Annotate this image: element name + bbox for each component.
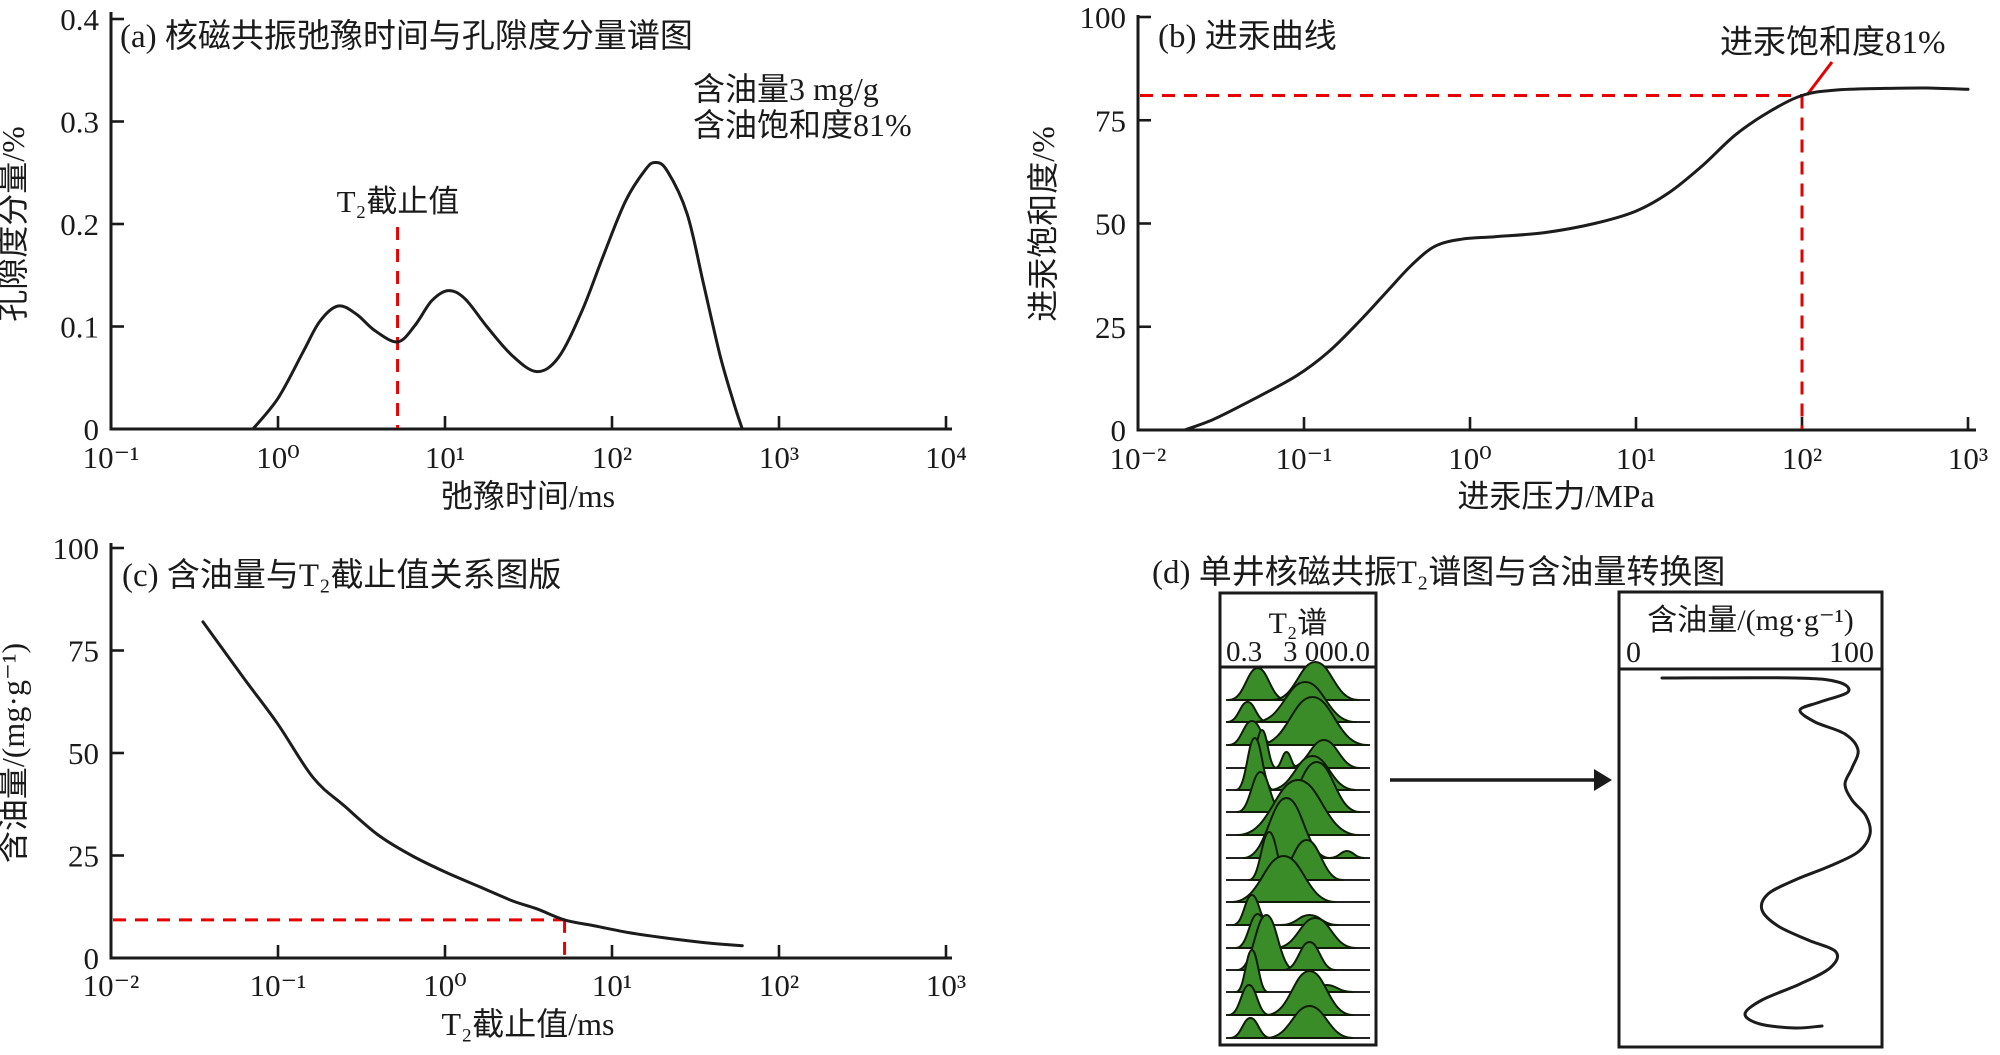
- x-tick-label: 10⁰: [256, 440, 299, 475]
- y-tick-label: 0: [84, 412, 100, 447]
- data-curve-c: [201, 620, 744, 948]
- oil-track-header: 含油量/(mg·g⁻¹): [1647, 604, 1853, 637]
- x-tick-label: 10⁻¹: [83, 440, 140, 475]
- panel-b: 10⁻² 10⁻¹ 10⁰ 10¹ 10² 10³ 0 25 50 75 100 进汞压力/MPa 进汞…: [1025, 0, 1988, 514]
- spectrum-hump: [1229, 1017, 1272, 1039]
- x-tick-label: 10¹: [425, 440, 465, 475]
- annotation-callout-line: [1805, 61, 1834, 96]
- panel-title: (b) 进汞曲线: [1158, 18, 1337, 55]
- t2-scale-min: 0.3: [1226, 636, 1262, 668]
- panel-title: (c) 含油量与T₂截止值关系图版: [122, 557, 562, 594]
- x-tick-label: 10³: [926, 968, 966, 1003]
- panel-c: 10⁻² 10⁻¹ 10⁰ 10¹ 10² 10³ 0 25 50 75 100 T₂截止值/ms 含油…: [0, 531, 966, 1042]
- y-tick-label: 0: [84, 941, 100, 976]
- y-tick-label: 0.1: [60, 310, 99, 345]
- panel-c-oil-content-cutoff-chart: 10⁻² 10⁻¹ 10⁰ 10¹ 10² 10³ 0 25 50 75 100 T₂截止值/ms 含油…: [0, 531, 966, 1042]
- data-curve-a: [251, 160, 744, 431]
- panel-a: 10⁻¹ 10⁰ 10¹ 10² 10³ 10⁴ 0 0.1 0.2 0.3 0.4 弛豫时间/ms 孔…: [0, 2, 967, 514]
- x-tick-label: 10⁻¹: [250, 968, 307, 1003]
- y-tick-label: 0.3: [60, 105, 99, 140]
- x-tick-label: 10⁻²: [1110, 441, 1167, 476]
- spectrum-hump: [1256, 696, 1369, 746]
- oil-scale-min: 0: [1626, 636, 1641, 669]
- x-tick-label: 10⁰: [423, 968, 466, 1003]
- t2-cutoff-label: T₂截止值: [337, 184, 460, 219]
- panel-title: (a) 核磁共振弛豫时间与孔隙度分量谱图: [120, 18, 693, 55]
- x-tick-label: 10³: [759, 440, 799, 475]
- mercury-saturation-annotation: 进汞饱和度81%: [1720, 24, 1946, 61]
- x-axis-label: T₂截止值/ms: [442, 1006, 615, 1042]
- oil-content-note: 含油量3 mg/g: [693, 71, 879, 107]
- data-curve-b: [1183, 86, 1970, 432]
- y-tick-label: 75: [68, 634, 99, 669]
- y-tick-label: 0: [1111, 413, 1127, 448]
- y-tick-label: 50: [1095, 207, 1126, 242]
- x-axis-label: 进汞压力/MPa: [1457, 478, 1654, 514]
- y-tick-label: 100: [53, 531, 100, 566]
- x-tick-label: 10⁻²: [83, 968, 140, 1003]
- spectrum-hump: [1236, 779, 1360, 836]
- t2-scale-max: 3 000.0: [1283, 636, 1370, 668]
- conversion-arrow-head: [1594, 769, 1612, 791]
- spectrum-hump: [1230, 855, 1337, 903]
- oil-saturation-note: 含油饱和度81%: [693, 107, 912, 143]
- panel-a-nmr-spectrum-chart: 10⁻¹ 10⁰ 10¹ 10² 10³ 10⁴ 0 0.1 0.2 0.3 0.4 弛豫时间/ms 孔…: [0, 2, 967, 514]
- spectrum-hump: [1273, 917, 1357, 949]
- spectrum-hump: [1265, 1005, 1354, 1039]
- axes: [1136, 15, 1976, 432]
- oil-content-log-curve: [1660, 676, 1872, 1030]
- y-tick-label: 75: [1095, 103, 1126, 138]
- x-tick-label: 10²: [592, 440, 632, 475]
- t2-spectrum-row: [1226, 1005, 1370, 1039]
- y-axis-label: 进汞饱和度/%: [1025, 126, 1061, 322]
- x-tick-label: 10¹: [1616, 441, 1656, 476]
- y-axis-label: 孔隙度分量/%: [0, 126, 31, 322]
- spectrum-hump: [1227, 667, 1288, 701]
- x-tick-label: 10⁰: [1448, 441, 1491, 476]
- t2-track-header: T₂谱: [1269, 607, 1328, 640]
- x-tick-label: 10⁻¹: [1276, 441, 1333, 476]
- x-tick-label: 10¹: [592, 968, 632, 1003]
- oil-scale-max: 100: [1829, 636, 1874, 669]
- y-tick-label: 25: [68, 839, 99, 874]
- x-tick-label: 10³: [1948, 441, 1988, 476]
- y-tick-label: 50: [68, 736, 99, 771]
- y-tick-label: 25: [1095, 310, 1126, 345]
- axes: [109, 543, 952, 960]
- spectrum-hump: [1235, 949, 1269, 993]
- y-tick-label: 0.4: [60, 2, 99, 37]
- x-tick-label: 10²: [759, 968, 799, 1003]
- spectrum-hump: [1282, 941, 1337, 971]
- spectrum-hump: [1328, 850, 1366, 859]
- y-axis-label: 含油量/(mg·g⁻¹): [0, 643, 31, 863]
- x-axis-label: 弛豫时间/ms: [441, 478, 615, 514]
- spectrum-hump: [1265, 970, 1354, 1016]
- x-tick-label: 10²: [1782, 441, 1822, 476]
- y-tick-label: 100: [1080, 0, 1127, 35]
- y-tick-label: 0.2: [60, 207, 99, 242]
- panel-title: (d) 单井核磁共振T₂谱图与含油量转换图: [1152, 554, 1725, 591]
- panel-b-mercury-injection-chart: 10⁻² 10⁻¹ 10⁰ 10¹ 10² 10³ 0 25 50 75 100 进汞压力/MPa 进汞…: [1025, 0, 1988, 514]
- spectrum-hump: [1227, 984, 1271, 1016]
- x-tick-label: 10⁴: [925, 440, 967, 475]
